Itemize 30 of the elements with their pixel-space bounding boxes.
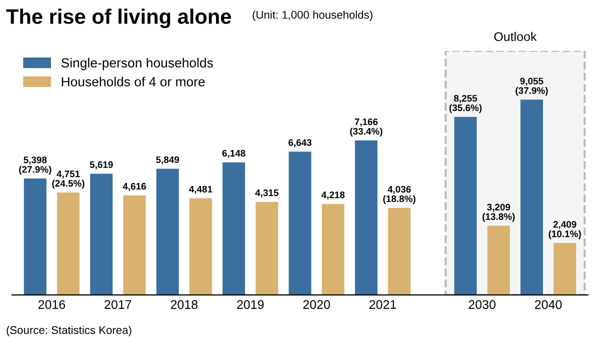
- data-label: 4,481: [189, 186, 212, 194]
- x-tick-label: 2020: [303, 300, 330, 309]
- data-label: 5,398 (27.9%): [19, 156, 52, 175]
- data-label: 4,036 (18.8%): [383, 186, 416, 204]
- band-label: Outlook: [494, 32, 537, 42]
- x-tick-label: 2016: [38, 300, 66, 309]
- data-label: 7,166 (33.4%): [350, 118, 382, 136]
- data-label: 4,616: [122, 182, 146, 191]
- data-label: 3,209 (13.8%): [482, 204, 515, 222]
- legend-label: Single-person households: [61, 58, 213, 70]
- data-label: 4,315: [255, 189, 278, 198]
- data-label: 5,849: [156, 156, 180, 164]
- x-tick-label: 2040: [535, 300, 562, 309]
- x-tick-label: 2019: [237, 300, 264, 309]
- data-label: 6,643: [288, 139, 312, 148]
- x-tick-label: 2030: [468, 300, 496, 309]
- x-tick-label: 2021: [369, 300, 396, 309]
- data-label: 4,218: [321, 192, 345, 200]
- x-tick-label: 2018: [170, 300, 198, 309]
- legend-label: Households of 4 or more: [62, 76, 205, 86]
- data-label: 8,255 (35.6%): [449, 94, 482, 114]
- data-label: 5,619: [90, 161, 113, 170]
- text: (Source: Statistics Korea): [6, 326, 132, 336]
- data-label: 6,148: [222, 150, 246, 158]
- data-label: 2,409 (10.1%): [548, 221, 581, 240]
- x-tick-label: 2017: [104, 300, 132, 309]
- chart-subtitle: (Unit: 1,000 households): [252, 10, 372, 21]
- chart-title: The rise of living alone: [6, 8, 232, 28]
- data-label: 4,751 (24.5%): [52, 170, 84, 189]
- data-label: 9,055 (37.9%): [516, 78, 548, 96]
